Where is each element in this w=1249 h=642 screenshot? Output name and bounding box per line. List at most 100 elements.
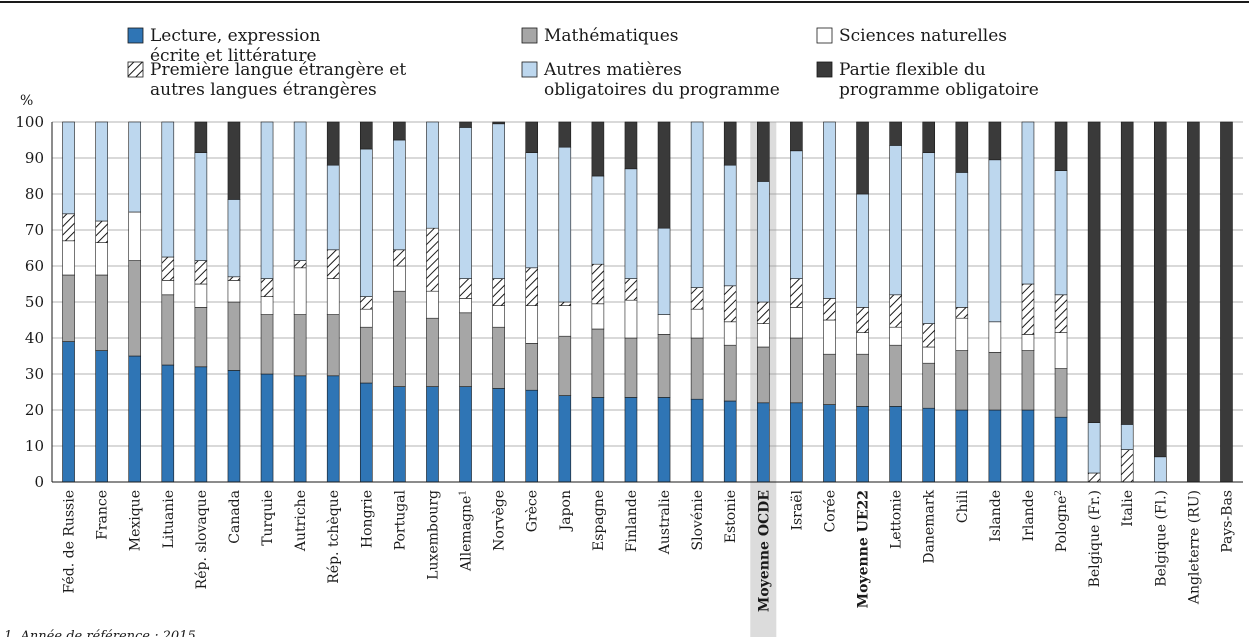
bar-france-autres-matieres-obligatoires-du-programme [95,121,108,222]
bar-group-italie [1120,121,1134,483]
bar-australie-lecture-expression-ecrite-et-litterature [657,397,671,483]
bar-espagne-sciences-naturelles [591,303,605,330]
bar-islande-lecture-expression-ecrite-et-litterature [988,409,1002,483]
x-tick-label-estonie: Estonie [723,490,739,543]
bar-group-islande [988,121,1002,483]
bar-espagne-mathematiques [591,328,605,398]
legend-label-sciences-naturelles: Sciences naturelles [839,26,1007,46]
x-tick-label-lituanie: Lituanie [161,490,177,549]
bar-autriche-mathematiques [293,314,307,377]
bar-slovenie-autres-matieres-obligatoires-du-programme [690,121,704,288]
bar-group-japon [558,121,572,483]
bar-rep-slovaque-autres-matieres-obligatoires-du-programme [194,152,208,261]
bar-estonie-sciences-naturelles [723,321,737,346]
legend-swatch-premiere-langue-etrangere-et-autres-langues-etrangeres [127,61,144,78]
bar-group-angleterre-ru [1187,121,1200,483]
bar-belgique-fr-partie-flexible-du-programme-obligatoire [1087,121,1101,423]
bar-rep-tcheque-autres-matieres-obligatoires-du-programme [326,164,340,251]
bar-belgique-fl-partie-flexible-du-programme-obligatoire [1153,121,1167,458]
bar-danemark-premiere-langue-etrangere-et-autres-langues-etrangeres [922,323,936,348]
bar-autriche-sciences-naturelles [293,267,307,315]
bar-canada-premiere-langue-etrangere-et-autres-langues-etrangeres [227,276,241,281]
bar-allemagne-sciences-naturelles [459,298,472,314]
bar-finlande-autres-matieres-obligatoires-du-programme [624,168,638,279]
bar-group-france [95,121,108,483]
bar-group-slovenie [690,121,704,483]
x-tick-label-slovenie: Slovénie [690,490,706,550]
bar-portugal-lecture-expression-ecrite-et-litterature [393,386,406,483]
bar-group-belgique-fr [1087,121,1101,483]
x-tick-label-allemagne: Allemagne1 [459,490,475,572]
bar-rep-tcheque-lecture-expression-ecrite-et-litterature [326,375,340,483]
x-tick-label-japon: Japon [558,490,574,532]
bar-norvege-autres-matieres-obligatoires-du-programme [492,123,505,279]
legend-label-mathematiques: Mathématiques [544,26,679,46]
bar-norvege-premiere-langue-etrangere-et-autres-langues-etrangeres [492,278,505,306]
x-tick-label-hongrie: Hongrie [359,490,375,548]
bar-irlande-lecture-expression-ecrite-et-litterature [1021,409,1035,483]
x-tick-label-fed-de-russie: Féd. de Russie [62,490,78,593]
bar-hongrie-lecture-expression-ecrite-et-litterature [359,382,373,483]
bar-group-portugal [393,121,406,483]
bar-group-rep-slovaque [194,121,208,483]
bar-pologne-sciences-naturelles [1054,332,1068,369]
x-tick-label-rep-tcheque: Rép. tchèque [326,490,342,584]
x-tick-label-angleterre-ru: Angleterre (RU) [1186,490,1202,605]
bar-rep-slovaque-lecture-expression-ecrite-et-litterature [194,366,208,483]
bar-australie-mathematiques [657,334,671,398]
bar-australie-autres-matieres-obligatoires-du-programme [657,227,671,315]
bar-allemagne-premiere-langue-etrangere-et-autres-langues-etrangeres [459,278,472,299]
bar-luxembourg-autres-matieres-obligatoires-du-programme [426,121,439,229]
bar-israel-mathematiques [790,337,803,404]
bar-norvege-lecture-expression-ecrite-et-litterature [492,388,505,483]
bar-canada-autres-matieres-obligatoires-du-programme [227,199,241,278]
bar-pologne-premiere-langue-etrangere-et-autres-langues-etrangeres [1054,294,1068,333]
bar-chili-premiere-langue-etrangere-et-autres-langues-etrangeres [955,307,969,319]
bar-chili-lecture-expression-ecrite-et-litterature [955,409,969,483]
bar-slovenie-premiere-langue-etrangere-et-autres-langues-etrangeres [690,287,704,310]
bar-finlande-lecture-expression-ecrite-et-litterature [624,397,638,483]
bar-mexique-autres-matieres-obligatoires-du-programme [128,121,142,213]
bar-grece-sciences-naturelles [525,305,539,344]
bar-irlande-mathematiques [1021,350,1035,411]
x-tick-label-australie: Australie [657,490,673,555]
bar-chili-partie-flexible-du-programme-obligatoire [955,121,969,173]
legend: Lecture, expression écrite et littérature… [127,26,1039,100]
x-tick-label-pays-bas: Pays-Bas [1219,490,1235,553]
bar-mexique-sciences-naturelles [128,211,142,261]
x-tick-label-danemark: Danemark [922,489,938,563]
x-tick-label-turquie: Turquie [260,490,276,546]
bar-autriche-lecture-expression-ecrite-et-litterature [293,375,307,483]
bar-france-lecture-expression-ecrite-et-litterature [95,350,108,483]
bar-coree-mathematiques [823,353,836,405]
bar-israel-sciences-naturelles [790,307,803,339]
bar-rep-slovaque-sciences-naturelles [194,283,208,308]
bar-moyenne-ue22-lecture-expression-ecrite-et-litterature [856,406,869,483]
bar-finlande-sciences-naturelles [624,299,638,339]
x-tick-label-irlande: Irlande [1021,490,1037,541]
bar-estonie-mathematiques [723,344,737,402]
bar-lettonie-lecture-expression-ecrite-et-litterature [889,406,902,483]
bar-group-israel [790,121,803,483]
bar-japon-lecture-expression-ecrite-et-litterature [558,395,572,483]
bar-moyenne-ue22-mathematiques [856,353,869,407]
x-axis: Féd. de Russie France Mexique Lituanie Rép. … [62,489,1236,612]
y-axis-unit-label: % [20,93,33,109]
x-tick-label-autriche: Autriche [293,490,309,552]
x-tick-label-canada: Canada [227,490,243,544]
bar-rep-tcheque-sciences-naturelles [326,278,340,315]
x-tick-label-luxembourg: Luxembourg [425,490,441,580]
bar-group-lituanie [161,121,175,483]
bar-australie-partie-flexible-du-programme-obligatoire [657,121,671,229]
bar-chili-mathematiques [955,350,969,411]
bar-israel-autres-matieres-obligatoires-du-programme [790,150,803,279]
bar-danemark-autres-matieres-obligatoires-du-programme [922,152,936,324]
bar-portugal-sciences-naturelles [393,265,406,292]
x-tick-label-belgique-fl: Belgique (Fl.) [1153,490,1169,587]
bar-islande-mathematiques [988,352,1002,411]
bar-mexique-lecture-expression-ecrite-et-litterature [128,355,142,483]
bar-group-allemagne [459,121,472,483]
legend-label-lecture-expression-ecrite-et-litterature: Lecture, expression écrite et littérature [150,26,320,66]
bar-allemagne-lecture-expression-ecrite-et-litterature [459,386,472,483]
